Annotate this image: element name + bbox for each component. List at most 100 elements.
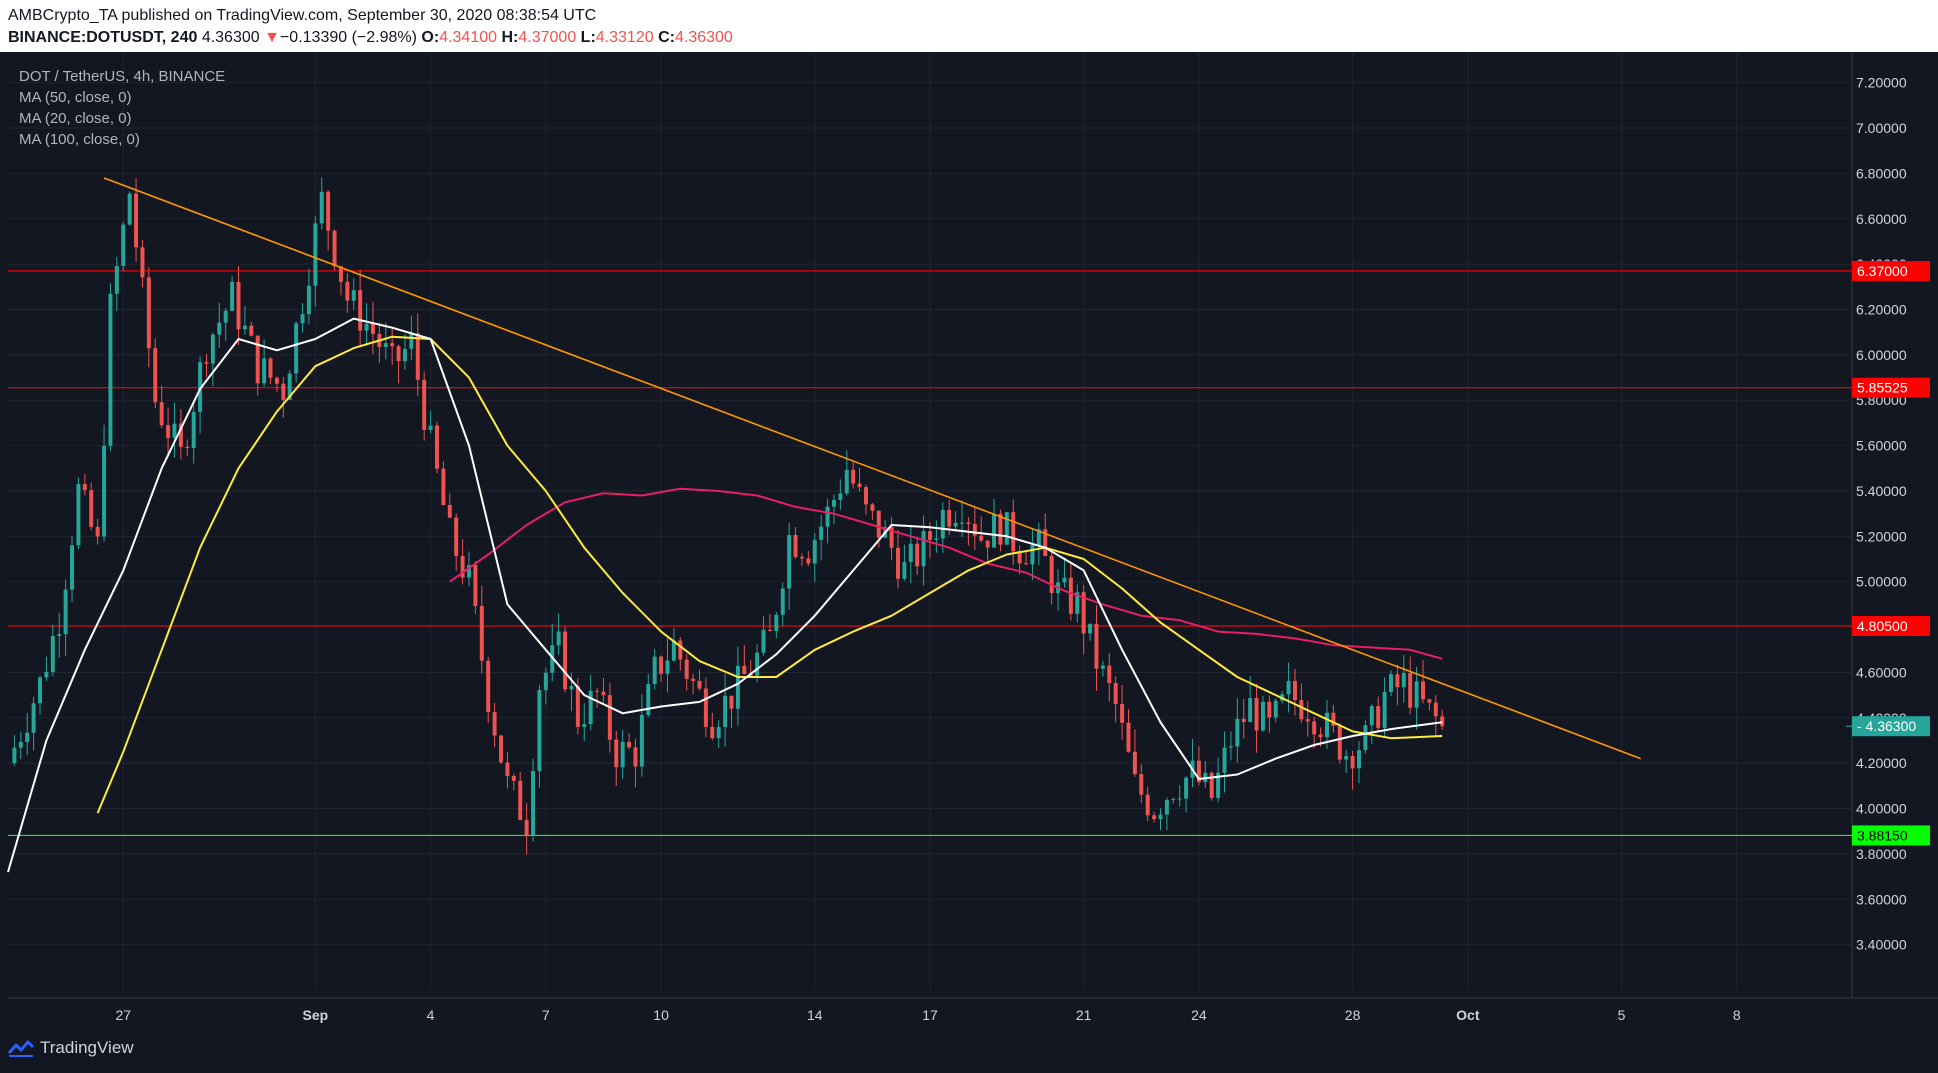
candle-body: [1305, 719, 1310, 722]
candle-body: [934, 538, 939, 540]
candle-body: [787, 535, 792, 589]
candle-body: [793, 535, 798, 557]
candle-body: [1228, 746, 1233, 748]
x-tick-label: 14: [807, 1007, 823, 1023]
candle-body: [620, 741, 625, 768]
candle-body: [998, 513, 1003, 545]
last-price: 4.36300: [201, 29, 260, 46]
candle-body: [537, 690, 542, 772]
candle-body: [370, 323, 375, 334]
chart-area[interactable]: 7.200007.000006.800006.600006.400006.200…: [0, 52, 1938, 1073]
candle-body: [1235, 718, 1240, 747]
x-tick-label: 28: [1345, 1007, 1361, 1023]
candle-body: [1152, 815, 1157, 820]
candle-body: [1036, 529, 1041, 546]
candle-body: [351, 290, 356, 301]
candle-body: [198, 362, 203, 412]
candle-body: [614, 739, 619, 768]
candle-body: [1286, 681, 1291, 695]
y-tick-label: 6.60000: [1856, 211, 1907, 227]
candle-body: [627, 741, 632, 748]
candle-body: [1107, 665, 1112, 684]
y-tick-label: 3.80000: [1856, 846, 1907, 862]
last-price-badge-bg: [1852, 716, 1930, 737]
candle-body: [210, 334, 215, 364]
candle-body: [928, 531, 932, 540]
candle-body: [82, 483, 87, 491]
candle-body: [697, 680, 702, 689]
candle-body: [857, 483, 862, 488]
y-tick-label: 5.40000: [1856, 483, 1907, 499]
candle-body: [486, 660, 491, 713]
candle-body: [140, 247, 145, 278]
candle-body: [742, 665, 747, 675]
candle-body: [780, 588, 785, 615]
candle-body: [447, 504, 452, 518]
x-tick-label: 5: [1618, 1007, 1626, 1023]
candle-body: [1363, 725, 1368, 751]
candle-body: [332, 230, 337, 267]
candle-body: [992, 513, 997, 548]
candle-body: [1369, 706, 1374, 726]
candle-body: [985, 540, 990, 548]
y-tick-label: 4.60000: [1856, 664, 1907, 680]
candle-body: [915, 543, 920, 567]
candle-body: [691, 678, 696, 681]
candle-body: [671, 640, 676, 661]
legend-ma50[interactable]: MA (50, close, 0): [19, 89, 132, 106]
x-tick-label: 27: [115, 1007, 131, 1023]
candle-body: [806, 558, 811, 564]
candle-body: [274, 377, 279, 384]
candle-body: [31, 703, 36, 733]
candle-body: [518, 780, 523, 820]
candle-body: [326, 191, 331, 231]
support-level-badge-bg: [1852, 825, 1930, 846]
candle-body: [1337, 725, 1342, 760]
candle-body: [1344, 755, 1349, 760]
candle-body: [153, 348, 158, 403]
candle-body: [1094, 623, 1099, 669]
candle-body: [435, 425, 439, 469]
y-tick-label: 6.20000: [1856, 302, 1907, 318]
price-chart[interactable]: 7.200007.000006.800006.600006.400006.200…: [0, 52, 1938, 1073]
candle-body: [524, 819, 529, 836]
candle-body: [242, 325, 247, 330]
candle-body: [50, 635, 55, 672]
candle-body: [1100, 665, 1105, 669]
candle-body: [121, 224, 126, 266]
candle-body: [646, 684, 651, 716]
tradingview-logo[interactable]: TradingView: [8, 1038, 134, 1058]
x-tick-label: 17: [922, 1007, 938, 1023]
legend-ma100[interactable]: MA (100, close, 0): [19, 131, 140, 148]
candle-body: [1292, 681, 1297, 701]
candle-body: [1011, 512, 1016, 552]
y-tick-label: 6.00000: [1856, 347, 1907, 363]
candle-body: [1260, 701, 1265, 731]
candle-body: [230, 281, 235, 311]
candle-body: [159, 402, 164, 426]
low-value: 4.33120: [595, 29, 654, 46]
y-tick-label: 7.00000: [1856, 120, 1907, 136]
candle-body: [236, 281, 241, 330]
candle-body: [422, 379, 427, 430]
y-tick-label: 3.60000: [1856, 891, 1907, 907]
candle-body: [268, 358, 273, 378]
candle-body: [703, 688, 708, 727]
high-value: 4.37000: [518, 29, 577, 46]
candle-body: [819, 526, 824, 540]
resistance-level-badge-bg: [1852, 615, 1930, 636]
candle-body: [870, 504, 875, 511]
candle-body: [1389, 674, 1393, 692]
candle-body: [844, 469, 849, 494]
candle-body: [812, 539, 817, 564]
candle-body: [492, 712, 497, 736]
candle-body: [38, 677, 42, 704]
candle-body: [1196, 760, 1201, 783]
candle-body: [454, 517, 459, 556]
legend-ma20[interactable]: MA (20, close, 0): [19, 110, 132, 127]
candle-body: [1433, 702, 1438, 717]
candle-body: [652, 656, 657, 685]
candle-body: [889, 527, 894, 548]
y-tick-label: 3.40000: [1856, 937, 1907, 953]
candle-body: [896, 547, 900, 579]
